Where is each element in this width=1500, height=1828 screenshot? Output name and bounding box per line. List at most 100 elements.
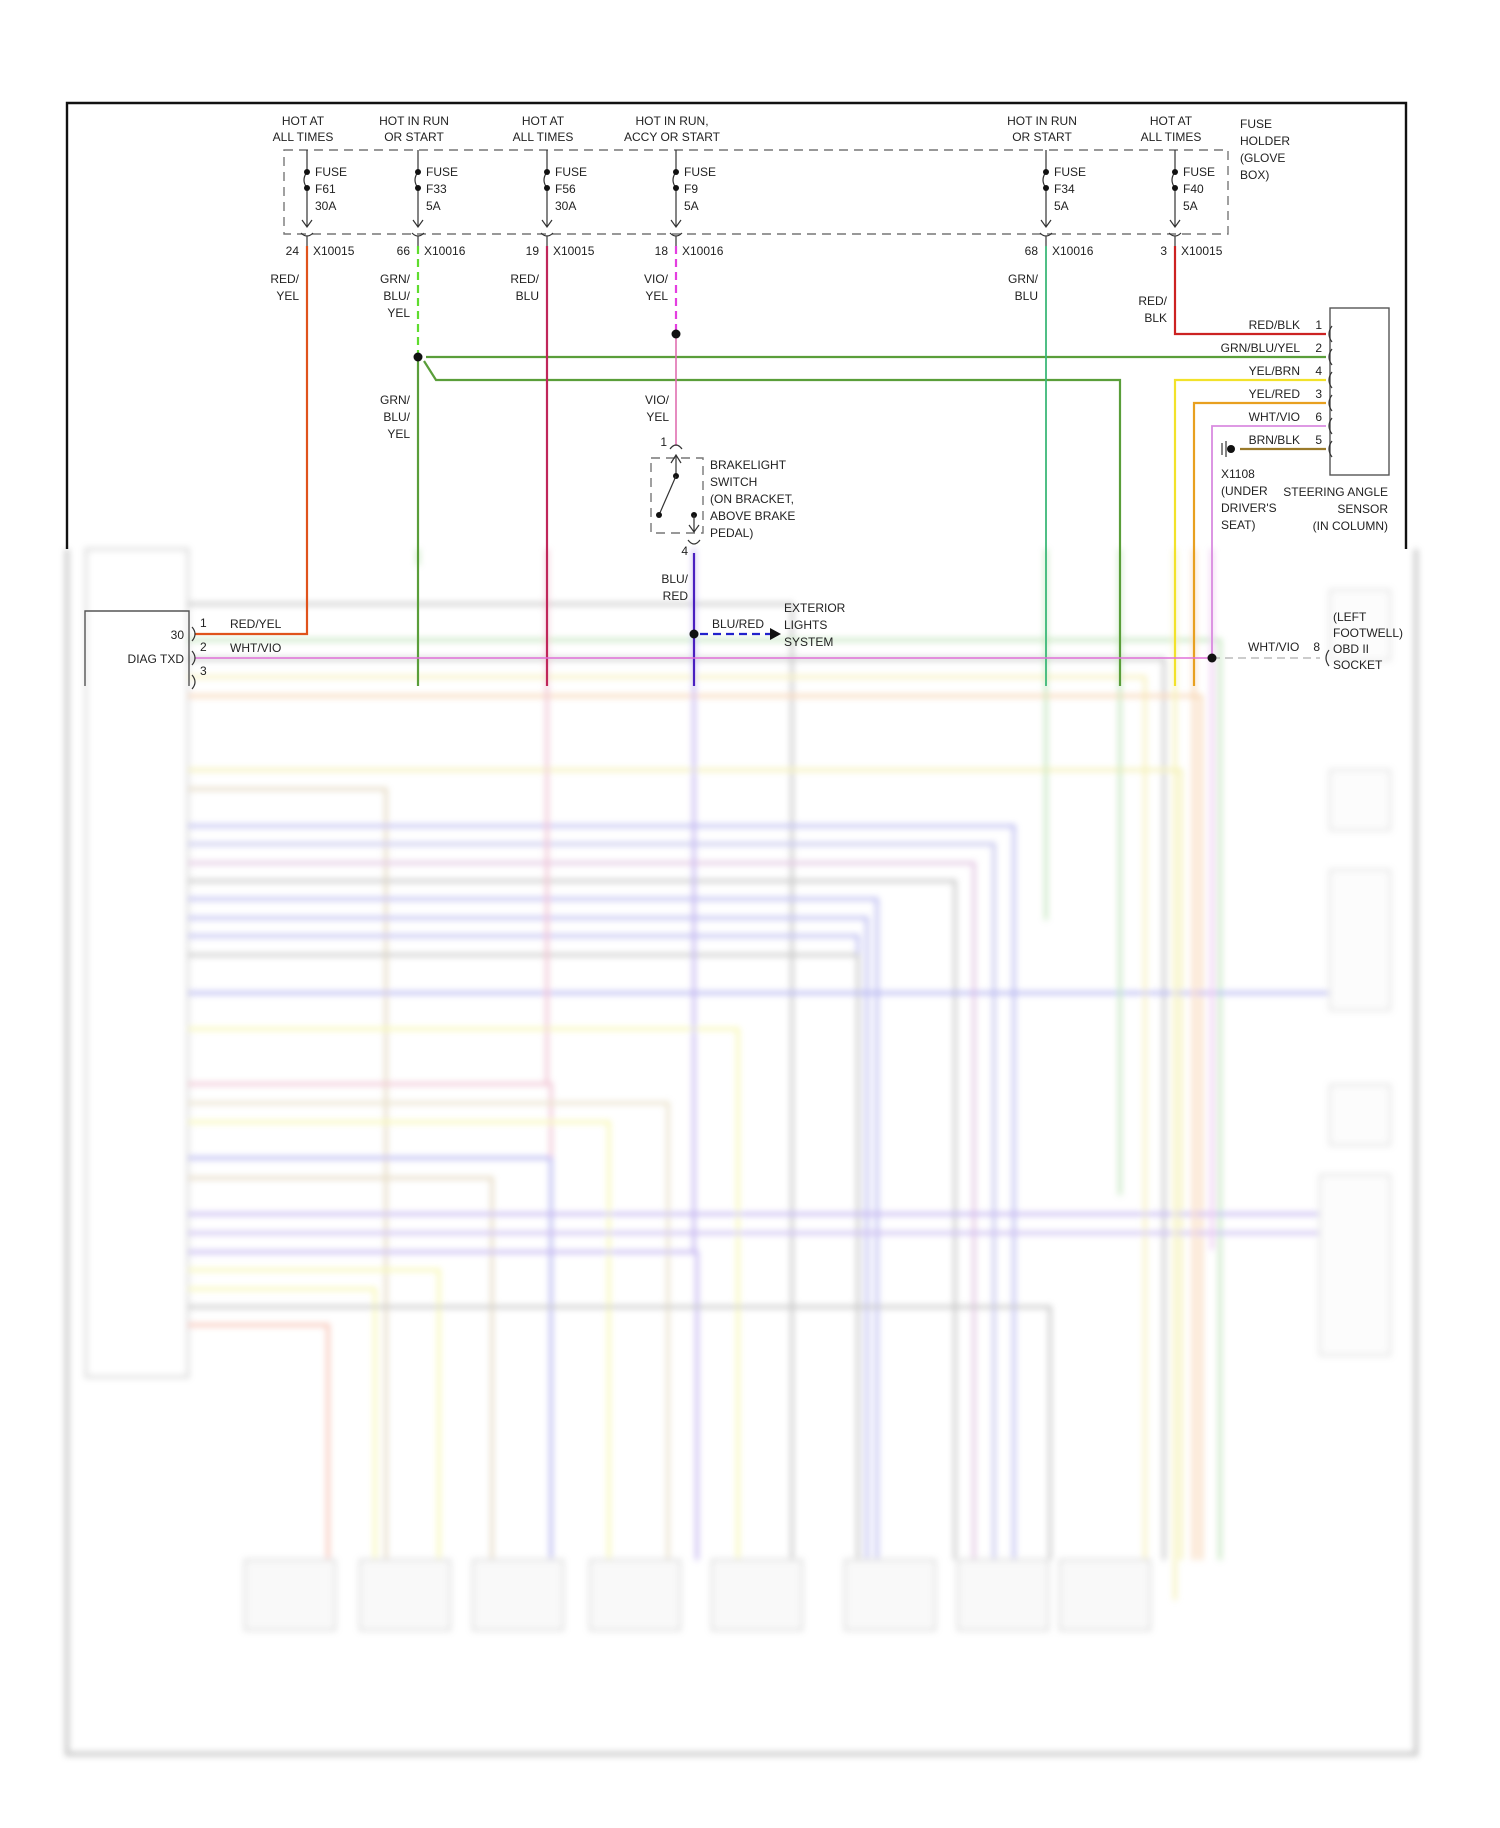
obscured-wire — [188, 861, 976, 1560]
diagram-label: VIO/ — [645, 393, 670, 407]
fuse-f33: HOT IN RUN OR START FUSE F33 5A 66 X10016 GRN/B… — [379, 114, 466, 320]
diagram-label: F40 — [1183, 182, 1204, 196]
diagram-label: X10016 — [424, 244, 466, 258]
diagram-label: X10015 — [553, 244, 595, 258]
wire-wht-vio-sensor — [1211, 425, 1326, 658]
obscured-wire — [188, 1323, 330, 1560]
diagram-label: HOT IN RUN — [379, 114, 449, 128]
diagram-label: BLU/ — [383, 289, 410, 303]
diagram-label: F34 — [1054, 182, 1075, 196]
diagram-label: ALL TIMES — [1141, 130, 1202, 144]
diagram-label: 30A — [555, 199, 576, 213]
diagram-label: (UNDER — [1221, 484, 1268, 498]
diagram-frame — [65, 101, 1408, 549]
diagram-label: (ON BRACKET, — [710, 492, 794, 506]
obscured-component — [844, 1559, 936, 1631]
diagram-label: YEL/BRN — [1249, 364, 1300, 378]
diagram-label: 5A — [426, 199, 441, 213]
diagram-label: RED/BLK — [1249, 318, 1300, 332]
diagram-label: 3 — [200, 664, 207, 678]
diagram-label: ACCY OR START — [624, 130, 721, 144]
obd-ii-socket: WHT/VIO 8 (LEFT FOOTWELL) OBD II SOCKET — [1248, 610, 1403, 672]
diagram-label: GRN/ — [380, 393, 411, 407]
diagram-label: RED/ — [510, 272, 539, 286]
diagram-label: OBD II — [1333, 642, 1369, 656]
fuse-holder-outline — [283, 149, 1229, 235]
obscured-wire — [188, 1082, 553, 1560]
diagram-label: 4 — [1315, 364, 1322, 378]
diagram-label: ABOVE BRAKE — [710, 509, 795, 523]
diagram-label: RED — [663, 589, 689, 603]
diagram-label: RED/YEL — [230, 617, 282, 631]
diagram-label: ALL TIMES — [273, 130, 334, 144]
diagram-label: WHT/VIO — [1248, 640, 1299, 654]
diagram-label: 4 — [681, 544, 688, 558]
obscured-wire — [188, 1120, 611, 1560]
fuse-holder-label: FUSE HOLDER (GLOVE BOX) — [1240, 117, 1290, 182]
diagram-label: FUSE — [1054, 165, 1086, 179]
diagram-label: 5A — [1183, 199, 1198, 213]
fuse-f40: HOT AT ALL TIMES FUSE F40 5A 3 X10015 RED/BLK — [1138, 114, 1222, 325]
splice-dot — [689, 629, 699, 639]
obscured-wire — [188, 879, 957, 1560]
obscured-wire — [188, 897, 879, 1560]
diagram-label: 3 — [1315, 387, 1322, 401]
diagram-label: BLU/ — [383, 410, 410, 424]
exterior-lights-system-label: EXTERIOR LIGHTS SYSTEM — [784, 601, 846, 649]
diagram-label: LIGHTS — [784, 618, 827, 632]
diagram-label: F56 — [555, 182, 576, 196]
diagram-label: 8 — [1313, 640, 1320, 654]
diagram-label: YEL — [646, 410, 669, 424]
obscured-wire — [188, 1268, 441, 1560]
obscured-wire — [188, 638, 1222, 1560]
diagram-label: X1108 — [1221, 467, 1255, 481]
obscured-wire — [188, 657, 1166, 1560]
diagram-label: 3 — [1160, 244, 1167, 258]
obscured-wire — [188, 953, 860, 1560]
obscured-wire — [188, 1027, 740, 1560]
diagram-label: EXTERIOR — [784, 601, 846, 615]
obscured-component — [1329, 1084, 1391, 1146]
obscured-component — [244, 1559, 336, 1631]
diagram-label: OR START — [384, 130, 444, 144]
control-module: 1 2 3 30 DIAG TXD RED/YEL WHT/VIO — [84, 610, 282, 690]
obscured-wire — [188, 602, 794, 1560]
diagram-label: 5A — [684, 199, 699, 213]
obscured-diagram-section — [65, 548, 1418, 1756]
diagram-label: (GLOVE — [1240, 151, 1285, 165]
obscured-wire — [188, 1250, 699, 1560]
diagram-label: 66 — [397, 244, 411, 258]
diagram-label: BLU — [1015, 289, 1038, 303]
diagram-label: HOT AT — [1150, 114, 1193, 128]
diagram-label: SEAT) — [1221, 518, 1255, 532]
diagram-label: 2 — [1315, 341, 1322, 355]
wire-yel-brn — [1173, 378, 1326, 686]
diagram-label: SENSOR — [1337, 502, 1388, 516]
diagram-label: HOT IN RUN, — [635, 114, 708, 128]
obscured-wire — [188, 1176, 494, 1560]
obscured-component — [1059, 1559, 1151, 1631]
diagram-label: RED/ — [270, 272, 299, 286]
diagram-label: F9 — [684, 182, 698, 196]
diagram-label: SYSTEM — [784, 635, 833, 649]
diagram-label: GRN/ — [380, 272, 411, 286]
obscured-wire — [188, 768, 1183, 1560]
obscured-wire — [188, 916, 869, 1560]
wire-red-blk — [1173, 246, 1326, 336]
diagram-label: STEERING ANGLE — [1283, 485, 1388, 499]
diagram-label: X10016 — [682, 244, 724, 258]
wire-grn-blu-yel-branch — [423, 360, 1122, 686]
diagram-label: 5 — [1315, 433, 1322, 447]
diagram-label: FUSE — [684, 165, 716, 179]
diagram-label: BLU/RED — [712, 617, 764, 631]
diagram-label: 1 — [200, 616, 207, 630]
diagram-label: YEL — [276, 289, 299, 303]
diagram-label: YEL — [387, 306, 410, 320]
diagram-label: BRN/BLK — [1249, 433, 1300, 447]
diagram-label: YEL — [645, 289, 668, 303]
obscured-wire — [188, 1156, 553, 1560]
diagram-label: HOLDER — [1240, 134, 1290, 148]
diagram-label: GRN/BLU/YEL — [1221, 341, 1301, 355]
diagram-label: FUSE — [1240, 117, 1272, 131]
diagram-label: 18 — [655, 244, 669, 258]
